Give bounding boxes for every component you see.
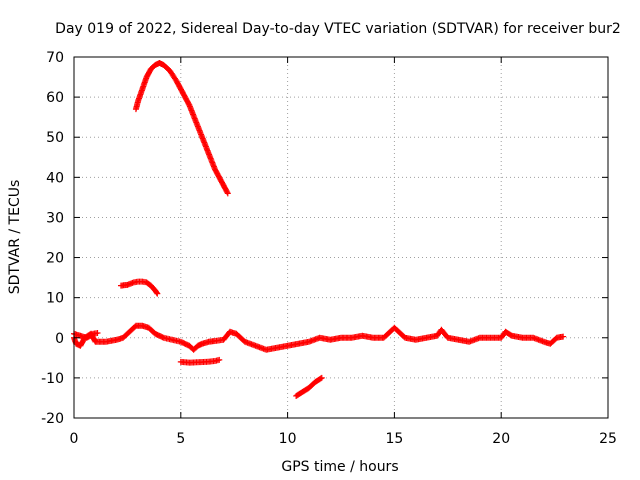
chart-title: Day 019 of 2022, Sidereal Day-to-day VTE…	[55, 21, 621, 37]
y-axis-label: SDTVAR / TECUs	[7, 180, 23, 295]
x-tick-label: 0	[70, 431, 79, 447]
y-tick-label: -10	[41, 371, 64, 387]
series-low-segment-2	[293, 374, 325, 399]
x-tick-label: 5	[176, 431, 185, 447]
y-tick-label: 40	[46, 170, 64, 186]
y-tick-label: -20	[41, 411, 64, 427]
data-point	[153, 289, 160, 296]
series-high-arc	[132, 60, 231, 197]
data-point	[154, 290, 161, 297]
series-group	[71, 60, 567, 399]
y-tick-label: 60	[46, 90, 64, 106]
y-tick-label: 10	[46, 291, 64, 307]
x-tick-label: 25	[599, 431, 617, 447]
series-mid-arc	[117, 278, 161, 297]
y-tick-label: 20	[46, 251, 64, 267]
data-point	[317, 375, 324, 382]
data-point	[216, 356, 223, 363]
y-tick-label: 70	[46, 50, 64, 66]
data-point	[318, 374, 325, 381]
y-tick-label: 0	[55, 331, 64, 347]
x-tick-label: 10	[279, 431, 297, 447]
tick-group: 0 5 10 15 20 25 -20 -10 0 10 20 30 40 50 60 70	[41, 50, 617, 447]
series-early-segment	[71, 329, 101, 341]
data-point	[94, 329, 101, 336]
data-point	[560, 333, 567, 340]
data-point	[224, 190, 231, 197]
data-point	[224, 189, 231, 196]
x-axis-label: GPS time / hours	[281, 459, 398, 475]
x-tick-label: 20	[492, 431, 510, 447]
y-tick-label: 50	[46, 130, 64, 146]
series-low-segment-1	[177, 356, 223, 366]
y-tick-label: 30	[46, 210, 64, 226]
plot-frame	[73, 56, 609, 419]
x-tick-label: 15	[385, 431, 403, 447]
